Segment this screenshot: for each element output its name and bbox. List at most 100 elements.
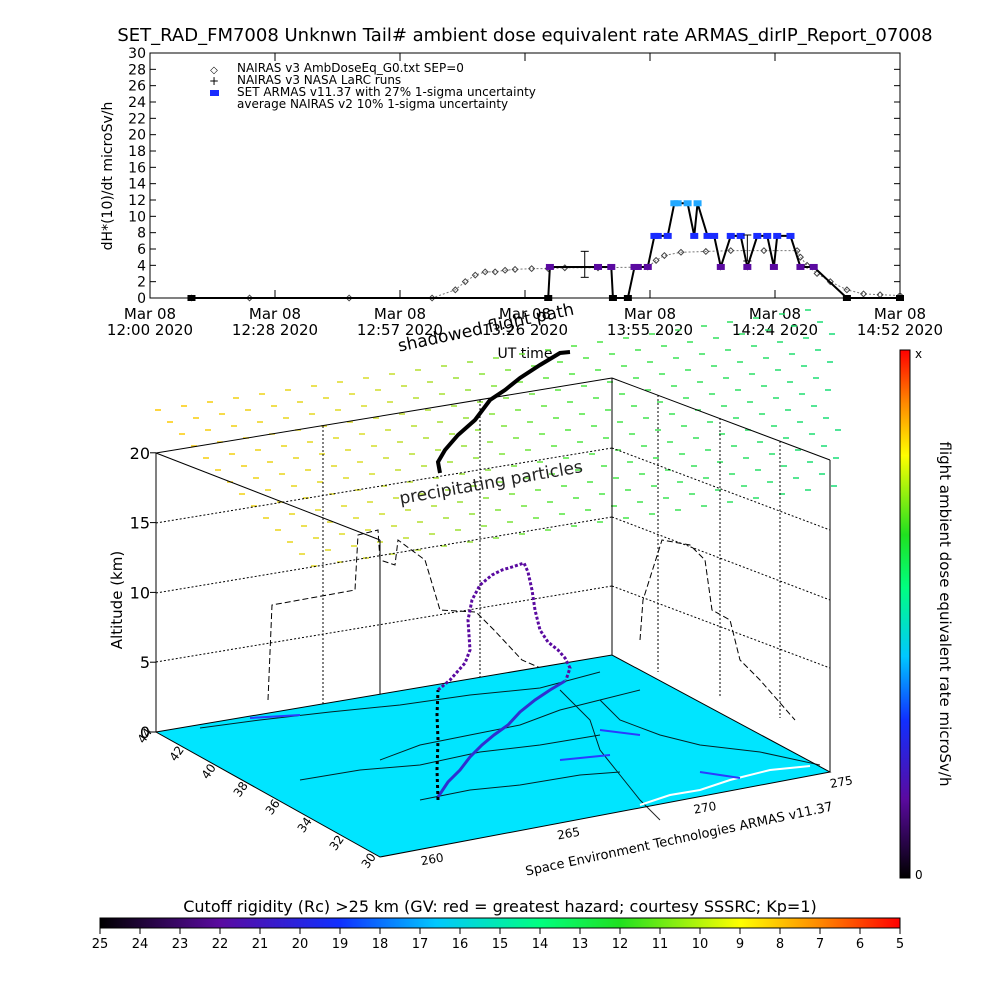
legend-label-0: NAIRAS v3 AmbDoseEq_G0.txt SEP=0 (237, 61, 464, 75)
altitude-axis: 0 5 10 15 20 (130, 444, 156, 742)
armas-point (763, 232, 772, 239)
longitude-tick-label: 270 (692, 799, 717, 817)
armas-point (703, 232, 712, 239)
shadow-path-right (639, 539, 796, 721)
top-x-tick-date: Mar 08 (749, 305, 801, 323)
bottom-colorbar-tick-label: 16 (452, 937, 469, 952)
bottom-colorbar-tick-label: 14 (532, 937, 549, 952)
top-y-tick-label: 12 (128, 193, 146, 209)
nairas-point (501, 266, 509, 274)
legend-symbol-0: ◇ (210, 65, 218, 76)
legend: ◇ NAIRAS v3 AmbDoseEq_G0.txt SEP=0 + NAI… (209, 61, 536, 111)
top-x-tick-date: Mar 08 (624, 305, 676, 323)
bottom-colorbar-tick-label: 21 (252, 937, 269, 952)
nairas-point (511, 265, 519, 273)
top-y-tick-label: 16 (128, 160, 146, 176)
legend-swatch-2 (210, 90, 219, 96)
shadow-path-left (267, 529, 561, 701)
top-x-tick-date: Mar 08 (249, 305, 301, 323)
nairas-point (727, 247, 735, 255)
nairas-point (345, 294, 353, 302)
armas-point (736, 232, 745, 239)
nairas-point (796, 253, 804, 261)
top-x-tick-date: Mar 08 (124, 305, 176, 323)
top-series-layer (187, 200, 904, 302)
armas-point (743, 263, 752, 270)
top-chart-title: SET_RAD_FM7008 Unknwn Tail# ambient dose… (117, 25, 932, 46)
top-y-tick-label: 22 (128, 111, 146, 127)
armas-point (594, 263, 603, 270)
legend-symbol-1: + (209, 74, 219, 88)
armas-point (753, 232, 762, 239)
top-y-tick-label: 14 (128, 177, 146, 193)
nairas-point (859, 290, 868, 298)
nairas-point (702, 247, 710, 255)
armas-point (716, 263, 725, 270)
bottom-colorbar-tick-label: 11 (652, 937, 669, 952)
altitude-tick-label: 0 (140, 723, 150, 742)
nairas-point (652, 256, 660, 264)
nairas-point (528, 265, 536, 273)
top-x-tick-date: Mar 08 (499, 305, 551, 323)
armas-point (690, 232, 699, 239)
armas-point (710, 232, 719, 239)
top-y-tick-label: 10 (128, 209, 146, 225)
nairas-point (760, 247, 768, 255)
precipitating-particles-label: precipitating particles (398, 457, 585, 509)
bottom-colorbar-tick-label: 10 (692, 937, 709, 952)
altitude-gridlines (155, 395, 831, 718)
armas-point (693, 200, 702, 207)
top-y-tick-label: 4 (137, 258, 146, 274)
armas-point (633, 263, 642, 270)
top-x-tick-time: 13:26 2020 (482, 321, 568, 339)
armas-point (673, 200, 682, 207)
top-x-tick-time: 12:57 2020 (357, 321, 443, 339)
rivers (249, 714, 741, 779)
flight-path-ground (436, 679, 566, 798)
bottom-colorbar-tick-label: 24 (132, 937, 149, 952)
altitude-axis-label: Altitude (km) (108, 551, 126, 649)
latitude-tick-label: 44 (135, 725, 155, 746)
precipitating-particles-cloud (155, 309, 841, 567)
bottom-colorbar-tick-label: 6 (856, 937, 864, 952)
armas-point (809, 263, 818, 270)
map-floor (154, 654, 832, 858)
nairas-point (246, 294, 254, 302)
armas-point (608, 295, 617, 301)
nairas-point (660, 251, 668, 260)
nairas-point (677, 248, 685, 256)
nairas-point (471, 271, 479, 279)
right-colorbar-label: flight ambient dose equivalent rate micr… (936, 442, 954, 787)
bottom-colorbar-tick-label: 23 (172, 937, 189, 952)
altitude-tick-label: 20 (130, 444, 150, 463)
nairas-point (481, 268, 489, 276)
armas-point (842, 295, 851, 301)
bottom-colorbar-tick-label: 8 (776, 937, 784, 952)
nairas-point (876, 291, 884, 299)
armas-point (623, 295, 632, 301)
top-x-tick-time: 12:28 2020 (232, 321, 318, 339)
bottom-colorbar-label: Cutoff rigidity (Rc) >25 km (GV: red = g… (183, 897, 817, 916)
top-y-axis-label: dH*(10)/dt microSv/h (100, 102, 116, 251)
top-y-tick-label: 28 (128, 62, 146, 78)
coastline (639, 765, 811, 806)
armas-point (683, 200, 692, 207)
bottom-colorbar-tick-label: 25 (92, 937, 109, 952)
longitude-tick-label: 265 (556, 825, 581, 843)
map-lines (199, 671, 821, 821)
legend-label-3: average NAIRAS v2 10% 1-sigma uncertaint… (237, 97, 508, 111)
armas-point (545, 263, 554, 270)
top-y-tick-label: 30 (128, 46, 146, 62)
top-y-tick-label: 8 (137, 226, 146, 242)
nairas-point (428, 294, 436, 302)
bottom-colorbar-tick-label: 20 (292, 937, 309, 952)
bottom-colorbar-tick-label: 15 (492, 937, 509, 952)
bottom-colorbar (99, 917, 901, 929)
bottom-colorbar-tick-label: 12 (612, 937, 629, 952)
bottom-colorbar-ticks: 25 24 23 22 21 20 19 18 17 16 15 14 13 12 11 10 9 8 7 6 5 (92, 928, 904, 952)
flight-path-descent (435, 689, 440, 801)
